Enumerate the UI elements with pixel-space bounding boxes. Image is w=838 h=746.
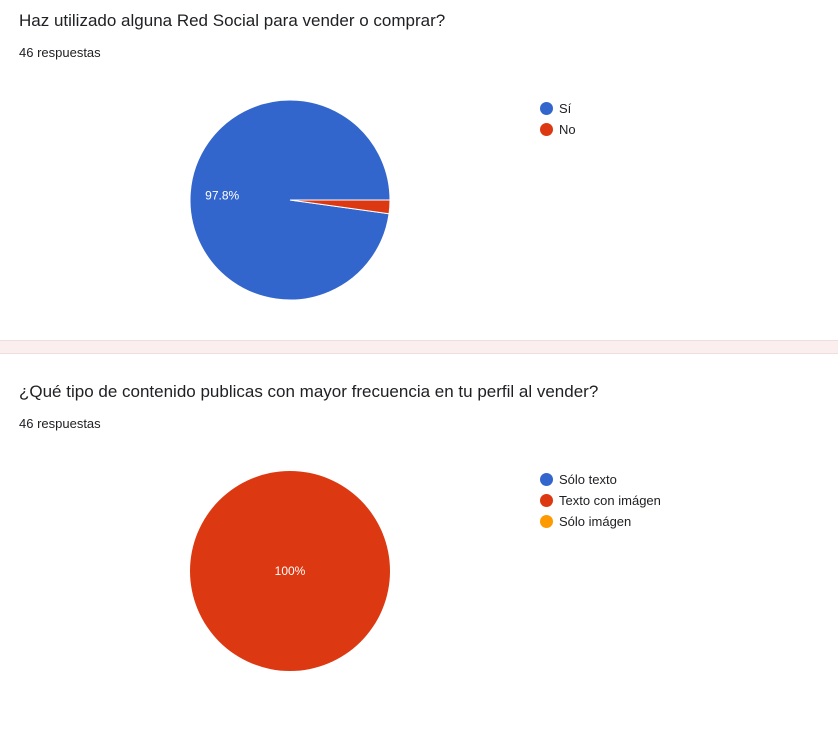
legend-label: Sólo imágen [559,514,632,529]
legend-label: Sólo texto [559,472,617,487]
question-card-1: Haz utilizado alguna Red Social para ven… [0,0,838,340]
slice-data-label: 100% [275,564,306,578]
question-card-2: ¿Qué tipo de contenido publicas con mayo… [0,354,838,746]
chart-legend: Sí No [540,98,576,140]
chart-legend: Sólo texto Texto con imágen Sólo imágen [540,469,661,532]
legend-label: Sí [559,101,572,116]
pie-slice-1[interactable] [190,471,390,671]
legend-dot-icon [540,102,553,115]
legend-item[interactable]: No [540,119,576,140]
question-title: ¿Qué tipo de contenido publicas con mayo… [19,382,599,401]
legend-dot-icon [540,494,553,507]
legend-dot-icon [540,473,553,486]
legend-item[interactable]: Sí [540,98,576,119]
slice-data-label: 97.8% [205,188,239,202]
legend-dot-icon [540,123,553,136]
card-separator [0,340,838,354]
pie-slice-1[interactable] [289,186,391,215]
response-count: 46 respuestas [19,45,101,60]
legend-label: No [559,122,576,137]
legend-item[interactable]: Texto con imágen [540,490,661,511]
legend-dot-icon [540,515,553,528]
pie-chart: 100% [190,471,390,671]
legend-item[interactable]: Sólo texto [540,469,661,490]
question-title: Haz utilizado alguna Red Social para ven… [19,11,446,30]
legend-item[interactable]: Sólo imágen [540,511,661,532]
legend-label: Texto con imágen [559,493,661,508]
response-count: 46 respuestas [19,416,101,431]
pie-chart: 97.8% [189,99,391,301]
